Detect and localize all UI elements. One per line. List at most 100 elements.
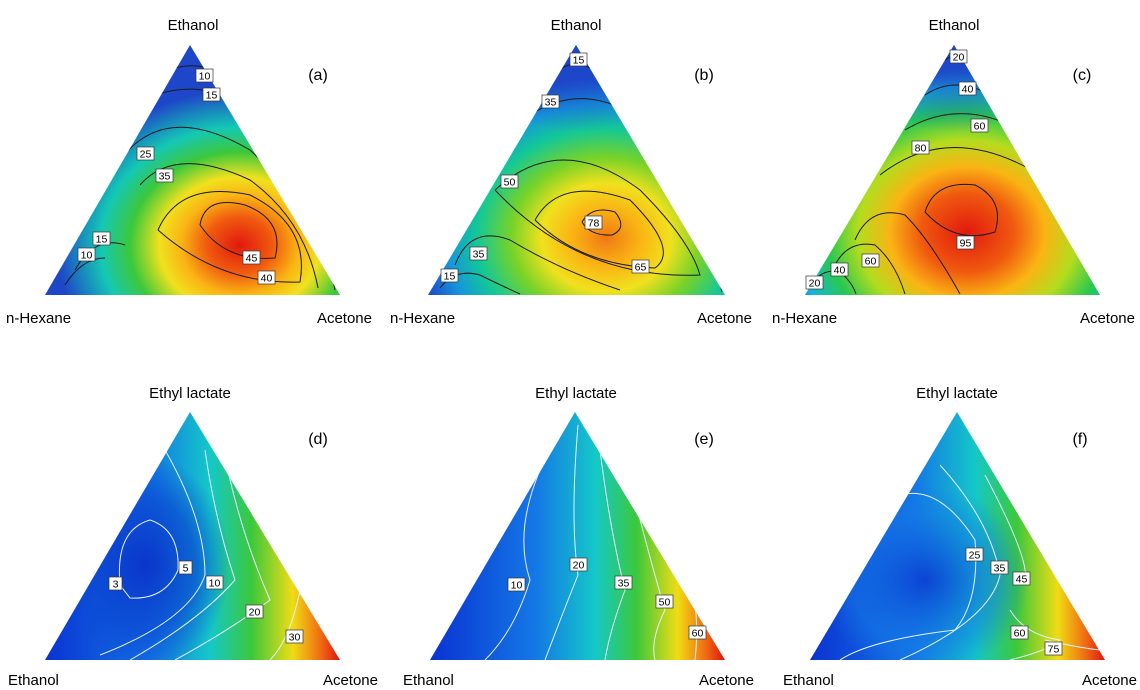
- contour-lines-f: [839, 464, 1101, 660]
- contour-label: 20: [573, 560, 585, 572]
- ternary-plot-area-e: [430, 412, 725, 660]
- contour-line-78: [581, 209, 622, 236]
- contour-label: 45: [246, 253, 258, 265]
- contour-label: 25: [140, 149, 152, 161]
- panel-e: 10 20 35 50 60 (e) Ethyl lactate Ethanol…: [403, 385, 754, 689]
- contour-label: 35: [473, 249, 485, 261]
- contour-labels-c: 20 40 60 80 95 60 40 20: [805, 49, 989, 290]
- contour-line-40: [157, 191, 302, 283]
- contour-line-65: [534, 190, 664, 269]
- contour-line-60: [1009, 609, 1062, 660]
- contour-label: 80: [915, 143, 927, 155]
- contour-line-45: [199, 202, 278, 259]
- contour-label: 25: [969, 550, 981, 562]
- contour-label: 45: [1016, 574, 1028, 586]
- left-vertex-label: Ethanol: [403, 672, 454, 689]
- contour-label: 40: [834, 265, 846, 277]
- left-vertex-label: Ethanol: [783, 672, 834, 689]
- contour-label: 10: [209, 578, 221, 590]
- contour-label: 35: [618, 578, 630, 590]
- contour-lines-d: [99, 429, 301, 660]
- left-vertex-label: n-Hexane: [6, 310, 71, 327]
- contour-label: 10: [199, 71, 211, 83]
- contour-line-50: [494, 159, 701, 276]
- right-vertex-label: Acetone: [697, 310, 752, 327]
- top-vertex-label: Ethyl lactate: [535, 385, 617, 402]
- contour-line-25: [839, 492, 977, 660]
- contour-label: 50: [659, 597, 671, 609]
- right-vertex-label: Acetone: [1082, 672, 1137, 689]
- contour-label: 60: [692, 628, 704, 640]
- contour-label: 15: [444, 271, 456, 283]
- contour-label: 95: [960, 238, 972, 250]
- panel-label: (b): [694, 67, 714, 84]
- contour-label: 78: [588, 218, 600, 230]
- panel-d: 3 5 10 20 30 (d) Ethyl lactate Ethanol A…: [8, 385, 378, 689]
- contour-line-10: [129, 449, 236, 660]
- contour-label: 35: [159, 171, 171, 183]
- top-vertex-label: Ethanol: [168, 17, 219, 34]
- panel-label: (f): [1072, 431, 1087, 448]
- panel-b: 15 35 50 78 65 35 15 (b) Ethanol n-Hexan…: [390, 17, 752, 327]
- left-vertex-label: Ethanol: [8, 672, 59, 689]
- contour-label: 3: [113, 579, 119, 591]
- contour-labels-e: 10 20 35 50 60: [507, 557, 707, 640]
- panel-label: (c): [1073, 67, 1092, 84]
- contour-label: 30: [289, 632, 301, 644]
- contour-label: 20: [953, 52, 965, 64]
- contour-line-15-bottom: [74, 242, 126, 271]
- panel-label: (e): [694, 431, 714, 448]
- contour-line-95: [924, 183, 998, 237]
- right-vertex-label: Acetone: [699, 672, 754, 689]
- contour-labels-a: 10 15 25 35 45 40 15 10: [77, 68, 276, 285]
- contour-label: 15: [96, 234, 108, 246]
- panel-label: (d): [308, 431, 328, 448]
- contour-line-60-bottom: [854, 212, 961, 295]
- left-vertex-label: n-Hexane: [772, 310, 837, 327]
- top-vertex-label: Ethanol: [551, 17, 602, 34]
- contour-labels-d: 3 5 10 20 30: [108, 560, 304, 644]
- left-vertex-label: n-Hexane: [390, 310, 455, 327]
- contour-label: 20: [249, 607, 261, 619]
- contour-labels-b: 15 35 50 78 65 35 15: [440, 52, 650, 283]
- contour-label: 10: [511, 580, 523, 592]
- contour-labels-f: 25 35 45 60 75: [965, 547, 1063, 656]
- contour-label: 5: [183, 563, 189, 575]
- contour-label: 35: [545, 97, 557, 109]
- contour-line-35: [899, 464, 1001, 660]
- right-vertex-label: Acetone: [323, 672, 378, 689]
- contour-label: 35: [994, 563, 1006, 575]
- contour-line-35-bottom: [454, 235, 621, 291]
- panel-a: 10 15 25 35 45 40 15 10 (a) Ethanol n-He…: [6, 17, 372, 327]
- contour-label: 60: [865, 256, 877, 268]
- contour-line-10-bottom: [64, 257, 106, 286]
- contour-label: 15: [573, 55, 585, 67]
- contour-label: 20: [809, 278, 821, 290]
- contour-label: 40: [962, 84, 974, 96]
- ternary-plot-area-a: [45, 45, 340, 295]
- contour-line-20: [174, 429, 271, 660]
- panel-label: (a): [308, 67, 328, 84]
- panel-c: 20 40 60 80 95 60 40 20 (c) Ethanol n-He…: [772, 17, 1135, 327]
- contour-label: 15: [206, 90, 218, 102]
- contour-line-35: [139, 163, 319, 289]
- right-vertex-label: Acetone: [1080, 310, 1135, 327]
- contour-line-40-bottom: [834, 243, 906, 295]
- contour-label: 60: [974, 121, 986, 133]
- right-vertex-label: Acetone: [317, 310, 372, 327]
- contour-line-5: [99, 449, 206, 656]
- contour-label: 10: [81, 250, 93, 262]
- contour-label: 60: [1014, 628, 1026, 640]
- contour-lines-c: [811, 55, 1041, 295]
- contour-label: 40: [261, 273, 273, 285]
- top-vertex-label: Ethyl lactate: [149, 385, 231, 402]
- top-vertex-label: Ethanol: [929, 17, 980, 34]
- contour-label: 75: [1048, 644, 1060, 656]
- contour-line-3: [118, 519, 179, 599]
- contour-line-80: [879, 147, 1041, 176]
- panel-f: 25 35 45 60 75 (f) Ethyl lactate Ethanol…: [783, 385, 1137, 689]
- top-vertex-label: Ethyl lactate: [916, 385, 998, 402]
- contour-label: 50: [504, 177, 516, 189]
- contour-line-75: [1044, 639, 1101, 651]
